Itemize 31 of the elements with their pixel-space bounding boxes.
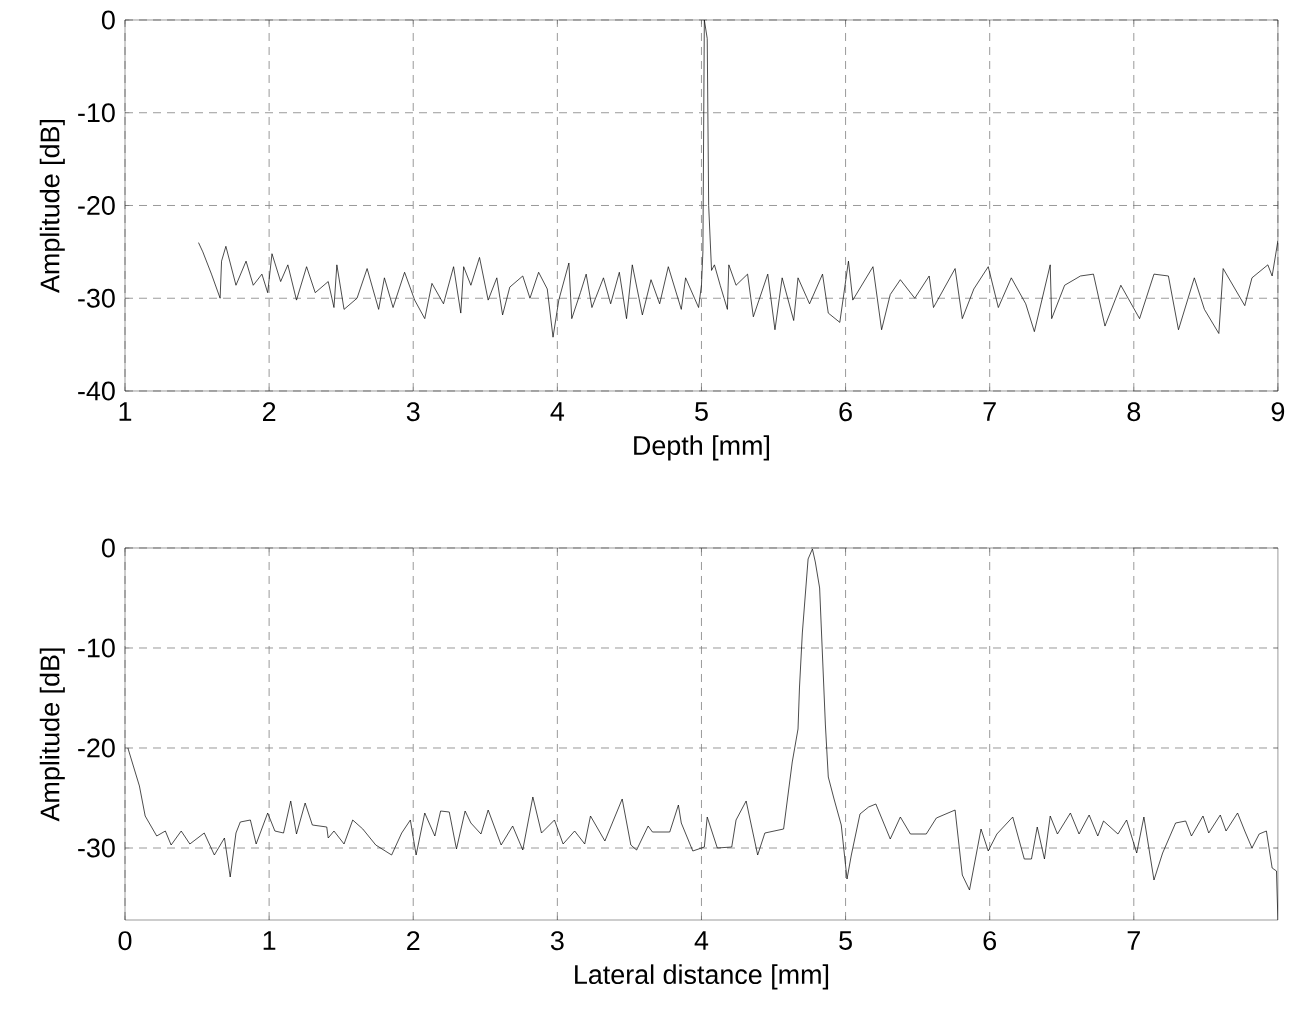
x-tick-label: 4 <box>694 931 709 950</box>
x-tick-label: 8 <box>1127 402 1141 422</box>
line-series <box>127 548 1278 920</box>
x-axis-title: Lateral distance [mm] <box>575 964 829 990</box>
y-tick-label: -10 <box>78 103 115 123</box>
y-tick-label: 0 <box>101 538 115 558</box>
x-axis-title: Depth [mm] <box>634 435 770 461</box>
x-tick-label: 5 <box>695 402 708 421</box>
x-tick-label: 3 <box>550 931 564 951</box>
x-tick-label: 1 <box>119 402 132 421</box>
y-tick-label: -20 <box>78 738 115 758</box>
x-tick-label: 3 <box>406 402 420 422</box>
x-tick-label: 4 <box>550 402 565 421</box>
x-tick-label: 2 <box>407 931 420 950</box>
x-tick-label: 1 <box>263 931 276 950</box>
x-tick-label: 5 <box>839 931 852 950</box>
x-tick-label: 7 <box>983 402 996 421</box>
y-axis-title: Amplitude [dB] <box>39 648 65 822</box>
y-tick-label: 0 <box>101 10 115 30</box>
x-tick-label: 7 <box>1127 931 1140 950</box>
y-tick-label: -30 <box>78 838 115 858</box>
x-tick-label: 0 <box>118 931 132 951</box>
x-tick-label: 2 <box>262 402 276 421</box>
x-tick-label: 6 <box>839 402 852 422</box>
y-tick-label: -40 <box>78 381 115 401</box>
y-tick-label: -10 <box>78 638 115 658</box>
x-tick-label: 6 <box>983 931 996 951</box>
x-tick-label: 9 <box>1271 402 1285 422</box>
y-tick-label: -20 <box>78 195 115 216</box>
y-tick-label: -30 <box>78 288 115 308</box>
y-axis-title: Amplitude [dB] <box>39 119 65 293</box>
